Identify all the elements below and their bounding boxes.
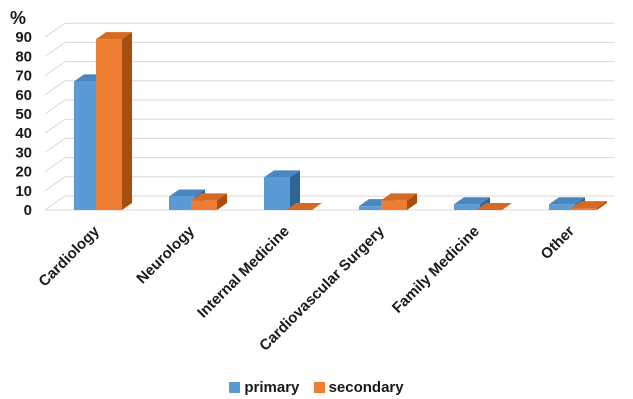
y-tick-label: 10 xyxy=(15,183,32,200)
legend-item-secondary: secondary xyxy=(313,379,404,396)
gridline xyxy=(44,118,615,134)
gridline xyxy=(44,22,615,38)
category-label: Family Medicine xyxy=(389,223,483,317)
y-tick-label: 0 xyxy=(24,202,32,219)
bar-secondary xyxy=(571,201,607,210)
category-label: Cardiology xyxy=(35,222,103,290)
legend-item-primary: primary xyxy=(229,379,299,396)
bar-secondary xyxy=(191,193,227,210)
legend-swatch-secondary xyxy=(313,382,325,393)
y-tick-label: 50 xyxy=(15,106,32,123)
bar-secondary xyxy=(286,203,322,210)
gridline xyxy=(44,61,615,77)
bar-secondary xyxy=(476,203,512,210)
legend-swatch-primary xyxy=(229,382,241,393)
y-tick-label: 70 xyxy=(15,68,32,85)
category-label: Other xyxy=(538,223,578,263)
y-axis-ticks: 0 10 20 30 40 50 60 70 80 90 xyxy=(15,29,32,219)
y-tick-label: 90 xyxy=(15,29,32,46)
legend-label-primary: primary xyxy=(244,379,300,396)
gridline xyxy=(44,80,615,96)
bars xyxy=(74,32,607,211)
category-label: Neurology xyxy=(133,222,198,287)
category-label: Internal Medicine xyxy=(194,223,293,322)
legend-label-secondary: secondary xyxy=(328,379,404,396)
gridline xyxy=(44,41,615,57)
y-tick-label: 60 xyxy=(15,87,32,104)
y-tick-label: 30 xyxy=(15,144,32,161)
gridline xyxy=(44,195,615,211)
gridline xyxy=(44,176,615,192)
bar-secondary xyxy=(381,193,417,210)
gridline xyxy=(44,99,615,115)
gridline xyxy=(44,157,615,173)
gridlines xyxy=(44,22,615,211)
bar-chart: 0 10 20 30 40 50 60 70 80 90 % Cardiology Neurolog… xyxy=(10,8,615,355)
y-tick-label: 40 xyxy=(15,125,32,142)
y-axis-unit-label: % xyxy=(10,8,26,28)
gridline xyxy=(44,137,615,153)
bar-secondary xyxy=(96,32,132,211)
legend: primary secondary xyxy=(0,379,633,396)
y-tick-label: 80 xyxy=(15,48,32,65)
bar-primary xyxy=(264,170,300,210)
y-tick-label: 20 xyxy=(15,164,32,181)
